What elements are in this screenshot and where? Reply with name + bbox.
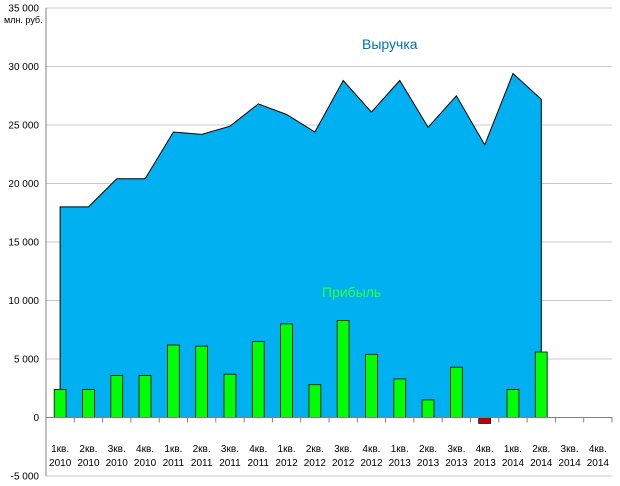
x-tick-label-quarter: 3кв.	[561, 444, 579, 455]
profit-bars-layer	[53, 319, 548, 424]
y-tick-label: -5 000	[11, 472, 40, 483]
x-tick-label-year: 2012	[360, 458, 383, 469]
profit-bar	[393, 378, 407, 418]
x-tick-label-quarter: 2кв.	[532, 444, 550, 455]
axes: -5 000 0 5 000 10 000 15 000 20 000 25 000 30 0…	[8, 4, 613, 483]
y-tick-label: 5 000	[14, 355, 39, 366]
x-tick-label-quarter: 4кв.	[476, 444, 494, 455]
revenue-series-label: Выручка	[362, 36, 418, 52]
x-tick-label-year: 2011	[247, 458, 269, 469]
x-tick-label-year: 2014	[502, 458, 525, 469]
profit-bar	[195, 345, 208, 418]
profit-bar	[336, 319, 350, 418]
profit-bar	[110, 374, 124, 418]
x-tick-label-year: 2011	[219, 458, 241, 469]
x-tick-label-year: 2014	[530, 458, 553, 469]
y-tick-label: 10 000	[8, 296, 39, 307]
y-tick-label: 35 000	[8, 4, 39, 15]
revenue-area	[59, 72, 542, 418]
profit-bar	[223, 373, 237, 418]
x-tick-label-quarter: 1кв.	[504, 444, 522, 455]
profit-bar	[421, 399, 435, 418]
x-tick-label-year: 2012	[275, 458, 298, 469]
x-tick-label-year: 2012	[332, 458, 355, 469]
profit-bar	[138, 374, 152, 418]
x-tick-label-year: 2010	[49, 458, 72, 469]
x-tick-label-quarter: 1кв.	[51, 444, 69, 455]
x-tick-label-year: 2010	[106, 458, 129, 469]
profit-bar	[534, 351, 548, 418]
profit-bar	[478, 417, 492, 424]
x-tick-label-quarter: 1кв.	[164, 444, 182, 455]
y-tick-label: 0	[33, 413, 39, 424]
x-tick-label-quarter: 3кв.	[108, 444, 126, 455]
x-tick-label-year: 2013	[474, 458, 497, 469]
x-tick-label-quarter: 3кв.	[221, 444, 239, 455]
x-tick-label-year: 2011	[191, 458, 213, 469]
x-tick-label-quarter: 2кв.	[79, 444, 97, 455]
x-tick-label-year: 2012	[304, 458, 327, 469]
x-tick-label-quarter: 4кв.	[589, 444, 607, 455]
revenue-area-layer	[59, 72, 542, 418]
profit-series-label: Прибыль	[322, 284, 381, 300]
x-tick-label-quarter: 1кв.	[391, 444, 409, 455]
x-tick-label-year: 2013	[445, 458, 468, 469]
y-tick-label: 30 000	[8, 62, 39, 73]
profit-bar	[53, 388, 67, 418]
x-tick-label-year: 2013	[389, 458, 412, 469]
x-tick-label-quarter: 3кв.	[447, 444, 465, 455]
x-tick-label-year: 2013	[417, 458, 440, 469]
x-tick-label-year: 2014	[558, 458, 581, 469]
y-tick-label: 20 000	[8, 179, 39, 190]
x-tick-label-year: 2011	[163, 458, 185, 469]
y-tick-label: 25 000	[8, 121, 39, 132]
x-tick-label-quarter: 4кв.	[136, 444, 154, 455]
x-tick-label-quarter: 3кв.	[334, 444, 352, 455]
x-tick-label-year: 2010	[134, 458, 157, 469]
profit-bar	[82, 388, 95, 418]
x-tick-label-year: 2010	[77, 458, 100, 469]
labels: млн. руб. Выручка Прибыль	[4, 15, 418, 300]
profit-bar	[280, 323, 293, 418]
x-tick-label-quarter: 2кв.	[419, 444, 437, 455]
x-tick-label-quarter: 2кв.	[193, 444, 211, 455]
profit-bar	[166, 344, 180, 418]
x-tick-label-quarter: 2кв.	[306, 444, 324, 455]
x-tick-label-quarter: 4кв.	[362, 444, 380, 455]
x-tick-label-quarter: 1кв.	[278, 444, 296, 455]
profit-bar	[308, 384, 322, 418]
y-tick-label: 15 000	[8, 238, 39, 249]
profit-bar	[449, 366, 463, 418]
profit-bar	[506, 388, 520, 418]
x-tick-label-quarter: 4кв.	[249, 444, 267, 455]
y-unit-label: млн. руб.	[4, 15, 43, 25]
profit-bar	[365, 353, 378, 418]
x-tick-label-year: 2014	[587, 458, 610, 469]
profit-bar	[251, 341, 265, 418]
